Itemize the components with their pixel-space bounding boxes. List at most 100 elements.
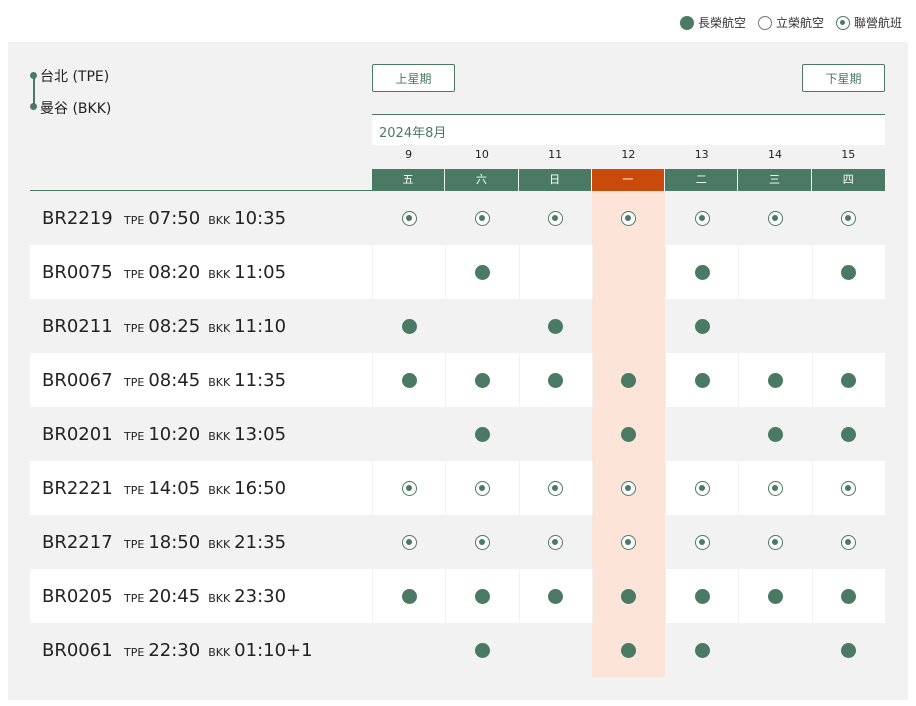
- arrival-airport: BKK: [208, 483, 231, 497]
- day-cell[interactable]: [738, 407, 811, 461]
- day-cell[interactable]: [738, 461, 811, 515]
- flight-row: BR2219 TPE 07:50 BKK 10:35: [30, 191, 885, 245]
- solid-dot-icon: [841, 588, 857, 604]
- day-cell[interactable]: [812, 623, 885, 677]
- flight-number: BR0061: [42, 639, 113, 661]
- legend-label: 立榮航空: [775, 16, 824, 30]
- day-cell[interactable]: [372, 461, 445, 515]
- day-cell[interactable]: [519, 191, 592, 245]
- solid-dot-icon: [621, 642, 637, 658]
- day-cell[interactable]: [519, 515, 592, 569]
- flight-info: BR0201 TPE 10:20 BKK 13:05: [30, 424, 372, 445]
- next-week-button[interactable]: 下星期: [802, 64, 885, 92]
- flight-number: BR0075: [42, 261, 113, 283]
- flight-row: BR0205 TPE 20:45 BKK 23:30: [30, 569, 885, 623]
- day-cell[interactable]: [372, 191, 445, 245]
- codeshare-dot-icon: [694, 534, 710, 550]
- day-cell[interactable]: [445, 461, 518, 515]
- day-cell[interactable]: [445, 191, 518, 245]
- day-cell[interactable]: [519, 299, 592, 353]
- solid-dot-icon: [841, 264, 857, 280]
- month-label: 2024年8月: [372, 114, 885, 145]
- day-cell: [738, 299, 811, 353]
- codeshare-dot-icon: [767, 534, 783, 550]
- day-cell[interactable]: [592, 515, 665, 569]
- solid-dot-icon: [548, 588, 564, 604]
- day-cell[interactable]: [372, 569, 445, 623]
- day-cell[interactable]: [738, 569, 811, 623]
- departure-airport: TPE: [124, 213, 145, 227]
- codeshare-dot-icon: [621, 210, 637, 226]
- day-cell[interactable]: [665, 191, 738, 245]
- day-cell[interactable]: [445, 245, 518, 299]
- day-cell[interactable]: [372, 299, 445, 353]
- departure-airport: TPE: [124, 483, 145, 497]
- day-cell[interactable]: [665, 353, 738, 407]
- weekday-header: 六: [445, 169, 519, 191]
- flight-info: BR0075 TPE 08:20 BKK 11:05: [30, 262, 372, 283]
- prev-week-button[interactable]: 上星期: [372, 64, 455, 92]
- day-cell[interactable]: [811, 245, 885, 299]
- hollow-dot-icon: [757, 15, 772, 30]
- day-cell[interactable]: [665, 299, 738, 353]
- flight-number: BR0201: [42, 423, 113, 445]
- day-cell[interactable]: [738, 515, 811, 569]
- day-cell[interactable]: [445, 569, 518, 623]
- flight-number: BR2217: [42, 531, 113, 553]
- flight-row: BR0211 TPE 08:25 BKK 11:10: [30, 299, 885, 353]
- day-cell[interactable]: [592, 407, 665, 461]
- codeshare-dot-icon: [401, 534, 417, 550]
- legend: 長榮航空 立榮航空 聯營航班: [679, 14, 902, 31]
- day-cell[interactable]: [738, 353, 811, 407]
- flight-number: BR0211: [42, 315, 113, 337]
- day-cell[interactable]: [812, 407, 885, 461]
- day-cell[interactable]: [812, 191, 885, 245]
- weekday-header: 日: [518, 169, 592, 191]
- day-cell[interactable]: [812, 515, 885, 569]
- day-cell[interactable]: [811, 461, 885, 515]
- day-cell[interactable]: [665, 623, 738, 677]
- header-divider: [30, 190, 372, 191]
- solid-dot-icon: [841, 372, 857, 388]
- day-cell[interactable]: [445, 623, 518, 677]
- arrival-time: 23:30: [234, 585, 287, 607]
- flight-number: BR0067: [42, 369, 113, 391]
- day-cell[interactable]: [592, 191, 665, 245]
- day-cell: [665, 407, 738, 461]
- day-cell[interactable]: [445, 407, 518, 461]
- day-cell[interactable]: [592, 623, 665, 677]
- flight-info: BR2221 TPE 14:05 BKK 16:50: [30, 478, 372, 499]
- day-cell[interactable]: [665, 245, 738, 299]
- day-cell[interactable]: [591, 461, 666, 515]
- day-cell[interactable]: [518, 569, 592, 623]
- day-cell[interactable]: [372, 515, 445, 569]
- day-cell[interactable]: [445, 515, 518, 569]
- solid-dot-icon: [694, 372, 710, 388]
- day-cell[interactable]: [665, 569, 738, 623]
- legend-label: 長榮航空: [697, 16, 746, 30]
- day-cell[interactable]: [665, 515, 738, 569]
- day-number: 9: [405, 148, 413, 161]
- codeshare-dot-icon: [548, 480, 564, 496]
- codeshare-dot-icon: [621, 480, 637, 496]
- flight-row: BR0067 TPE 08:45 BKK 11:35: [30, 353, 885, 407]
- solid-dot-icon: [401, 588, 417, 604]
- solid-dot-icon: [767, 588, 783, 604]
- day-cell[interactable]: [372, 353, 445, 407]
- day-cell[interactable]: [518, 353, 592, 407]
- day-cell[interactable]: [665, 461, 738, 515]
- day-cell[interactable]: [518, 461, 592, 515]
- day-cell[interactable]: [811, 353, 885, 407]
- day-number: 12: [621, 148, 636, 161]
- arrival-airport: BKK: [208, 267, 231, 281]
- day-cell[interactable]: [811, 569, 885, 623]
- flight-info: BR0205 TPE 20:45 BKK 23:30: [30, 586, 372, 607]
- operation-cells: [372, 299, 885, 353]
- day-cell[interactable]: [591, 569, 666, 623]
- day-cell[interactable]: [445, 353, 518, 407]
- codeshare-dot-icon: [621, 534, 637, 550]
- destination-dot-icon: [30, 103, 37, 110]
- day-cell[interactable]: [738, 191, 811, 245]
- codeshare-dot-icon: [694, 480, 710, 496]
- day-cell[interactable]: [591, 353, 666, 407]
